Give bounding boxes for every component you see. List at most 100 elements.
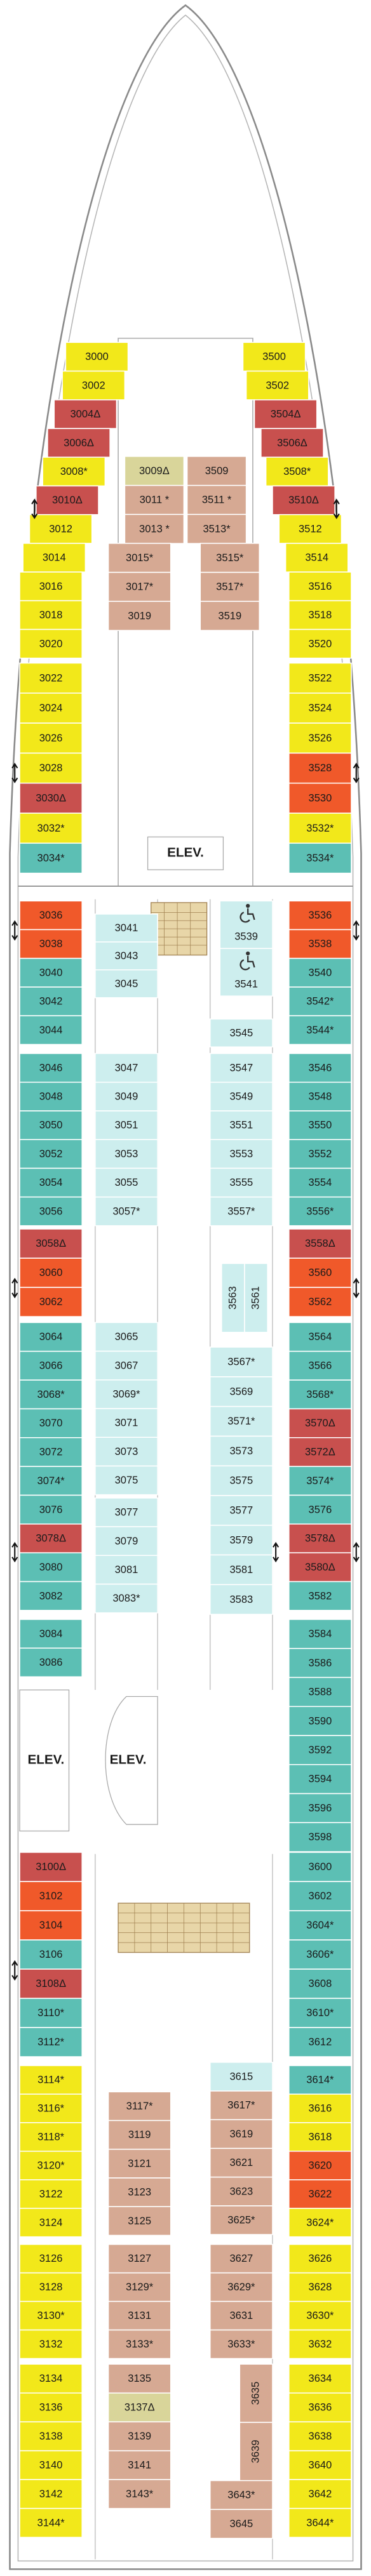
- cabin-number: 3030Δ: [36, 792, 66, 804]
- cabin: [19, 1552, 83, 1583]
- cabin: [107, 2177, 172, 2207]
- cabin-number: 3014: [43, 552, 66, 564]
- cabin: [288, 2151, 352, 2181]
- cabin: [19, 957, 83, 988]
- cabin: [186, 456, 247, 486]
- elevator: [147, 836, 224, 870]
- cabin: [19, 2065, 83, 2095]
- connecting-arrow: [353, 920, 360, 941]
- cabin-number: 3569: [229, 1385, 253, 1397]
- cabin-number: 3610*: [306, 2007, 334, 2019]
- cabin: [107, 2148, 172, 2179]
- cabin-number: 3009Δ: [139, 465, 170, 477]
- cabin-number: 3017*: [126, 581, 154, 593]
- connecting-arrow: [11, 1960, 18, 1981]
- cabin: [53, 399, 118, 429]
- cabin: [19, 1082, 83, 1112]
- cabin-number: 3006Δ: [64, 437, 94, 449]
- cabin: [239, 2363, 273, 2423]
- cabin-number: 3080: [39, 1561, 63, 1573]
- cabin-number: 3640: [309, 2459, 332, 2471]
- cabin: [95, 1437, 158, 1467]
- cabin-number: 3049: [115, 1091, 138, 1103]
- cabin: [288, 1228, 352, 1259]
- cabin: [288, 2272, 352, 2302]
- cabin: [288, 693, 352, 724]
- cabin: [107, 571, 172, 602]
- cabin: [288, 929, 352, 959]
- cabin-number: 3141: [128, 2459, 151, 2471]
- cabin: [19, 628, 83, 659]
- cabin-number: 3512: [299, 522, 322, 534]
- cabin-number: 3102: [39, 1890, 63, 1902]
- cabin-number: 3072: [39, 1446, 63, 1458]
- cabin: [209, 2300, 273, 2331]
- cabin-number: 3570Δ: [305, 1417, 335, 1429]
- cabin: [288, 2329, 352, 2360]
- cabin: [107, 2450, 172, 2480]
- cabin: [209, 1082, 273, 1112]
- cabin: [19, 1110, 83, 1141]
- cabin-number: 3012: [49, 522, 72, 534]
- cabin: [288, 842, 352, 874]
- cabin: [19, 1322, 83, 1352]
- cabin: [209, 1052, 273, 1083]
- cabin: [19, 842, 83, 874]
- cabin-number: 3000: [85, 350, 109, 362]
- cabin-number: 3078Δ: [36, 1532, 66, 1544]
- cabin-number: 3568*: [306, 1388, 334, 1400]
- cabin: [209, 2272, 273, 2302]
- elevator: [105, 1696, 158, 1825]
- cabin-number: 3626: [309, 2252, 332, 2264]
- cabin-number: 3114*: [37, 2074, 65, 2086]
- cabin-number: 3614*: [306, 2074, 334, 2086]
- connecting-arrow: [11, 1277, 18, 1299]
- cabin-number: 3500: [262, 350, 286, 362]
- cabin-number: 3583: [229, 1593, 253, 1605]
- connecting-arrow: [31, 498, 38, 519]
- cabin: [288, 900, 352, 931]
- cabin: [288, 1015, 352, 1046]
- cabin-number: 3581: [229, 1564, 253, 1576]
- cabin: [288, 1437, 352, 1467]
- cabin-number: 3558Δ: [305, 1237, 335, 1249]
- cabin: [19, 2179, 83, 2209]
- cabin: [19, 1494, 83, 1525]
- cabin-number: 3502: [266, 379, 289, 391]
- cabin: [278, 514, 342, 544]
- cabin-number: 3563: [226, 1286, 238, 1310]
- cabin: [42, 456, 106, 487]
- cabin-number: 3018: [39, 609, 63, 621]
- cabin: [36, 485, 99, 515]
- cabin-number: 3127: [128, 2252, 151, 2264]
- cabin-number: 3544*: [306, 1024, 334, 1036]
- cabin: [288, 2122, 352, 2152]
- cabin: [209, 1139, 273, 1169]
- cabin-number: 3592: [309, 1744, 332, 1756]
- cabin-number: 3131: [128, 2309, 151, 2321]
- cabin-number: 3122: [39, 2188, 63, 2200]
- cabin-number: 3509: [205, 465, 229, 477]
- cabin: [19, 1379, 83, 1410]
- cabin-number: 3140: [39, 2459, 63, 2471]
- cabin-number: 3004Δ: [70, 408, 100, 420]
- connecting-arrow: [353, 1541, 360, 1563]
- cabin: [124, 484, 185, 515]
- cabin-number: 3079: [115, 1535, 138, 1547]
- connecting-arrow: [11, 920, 18, 941]
- cabin-number: 3534*: [306, 852, 334, 864]
- cabin-number: 3631: [229, 2309, 253, 2321]
- cabin: [19, 2272, 83, 2302]
- cabin: [19, 782, 83, 814]
- cabin-number: 3119: [128, 2128, 151, 2141]
- cabin-number: 3624*: [306, 2216, 334, 2228]
- cabin: [209, 1376, 273, 1407]
- corridor-walls: [95, 899, 273, 2559]
- cabin-number: 3064: [39, 1331, 63, 1343]
- cabin: [19, 1524, 83, 1553]
- cabin: [288, 1322, 352, 1352]
- cabin-number: 3580Δ: [305, 1561, 335, 1573]
- cabin: [19, 1408, 83, 1438]
- cabin: [288, 722, 352, 754]
- cabin: [219, 900, 273, 949]
